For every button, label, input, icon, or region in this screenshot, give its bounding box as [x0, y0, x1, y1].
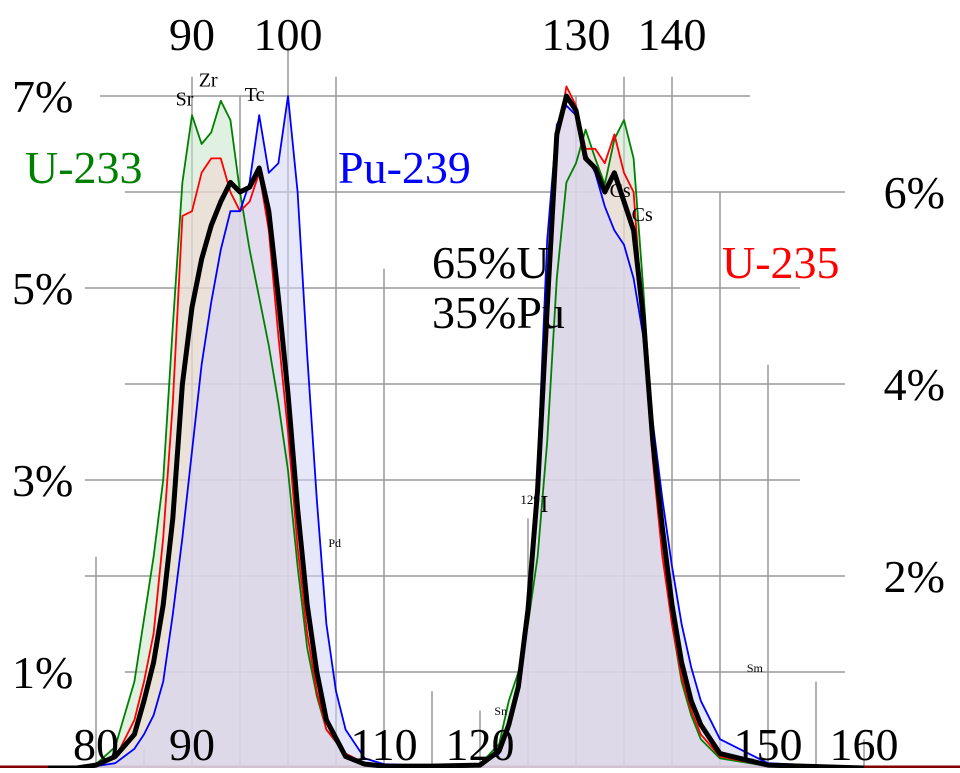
- x-tick-label-bottom: 90: [169, 719, 215, 768]
- annotation-label: Pd: [328, 536, 341, 550]
- x-tick-label-bottom: 120: [446, 719, 515, 768]
- annotation-label: Sm: [747, 661, 764, 675]
- annotation-label: Tc: [245, 84, 265, 106]
- annotation-label: Zr: [199, 69, 218, 91]
- annotation-label: 129: [520, 492, 540, 507]
- tick-labels: 80 90 110 120 150 160 90 100 130 140 1% 3% 5% 7% 2% 4% 6…: [12, 9, 945, 770]
- series-label-u235: U-235: [722, 237, 840, 288]
- x-tick-label-bottom: 110: [350, 719, 417, 768]
- annotation-label: Sr: [176, 89, 194, 111]
- x-tick-label-bottom: 80: [73, 719, 119, 768]
- x-tick-label-top: 100: [254, 9, 323, 60]
- y-tick-label-right: 2%: [884, 551, 945, 602]
- series-label-pu239: Pu-239: [338, 142, 471, 193]
- y-tick-label-left: 5%: [12, 263, 73, 314]
- y-tick-label-left: 7%: [12, 71, 73, 122]
- series-lines: [47, 85, 865, 771]
- mix-label-line2: 35%Pu: [432, 287, 565, 338]
- series-line-65-u-35-pu: [48, 93, 865, 771]
- x-tick-label-bottom: 150: [734, 719, 803, 768]
- x-tick-label-bottom: 160: [830, 719, 899, 768]
- y-tick-label-left: 1%: [12, 647, 73, 698]
- series-labels: U-233 Pu-239 U-235 65%U 35%Pu: [25, 142, 840, 338]
- x-tick-label-top: 130: [542, 9, 611, 60]
- mix-label-line1: 65%U: [432, 237, 550, 288]
- y-tick-label-right: 6%: [884, 167, 945, 218]
- annotation-label: Cs: [632, 204, 653, 226]
- annotation-label: Sn: [494, 704, 507, 718]
- y-tick-label-left: 3%: [12, 455, 73, 506]
- x-tick-label-top: 140: [638, 9, 707, 60]
- x-tick-label-top: 90: [169, 9, 215, 60]
- series-label-u233: U-233: [25, 142, 143, 193]
- annotation-label: I: [540, 492, 548, 518]
- annotation-label: Cs: [610, 180, 631, 202]
- y-tick-label-right: 4%: [884, 359, 945, 410]
